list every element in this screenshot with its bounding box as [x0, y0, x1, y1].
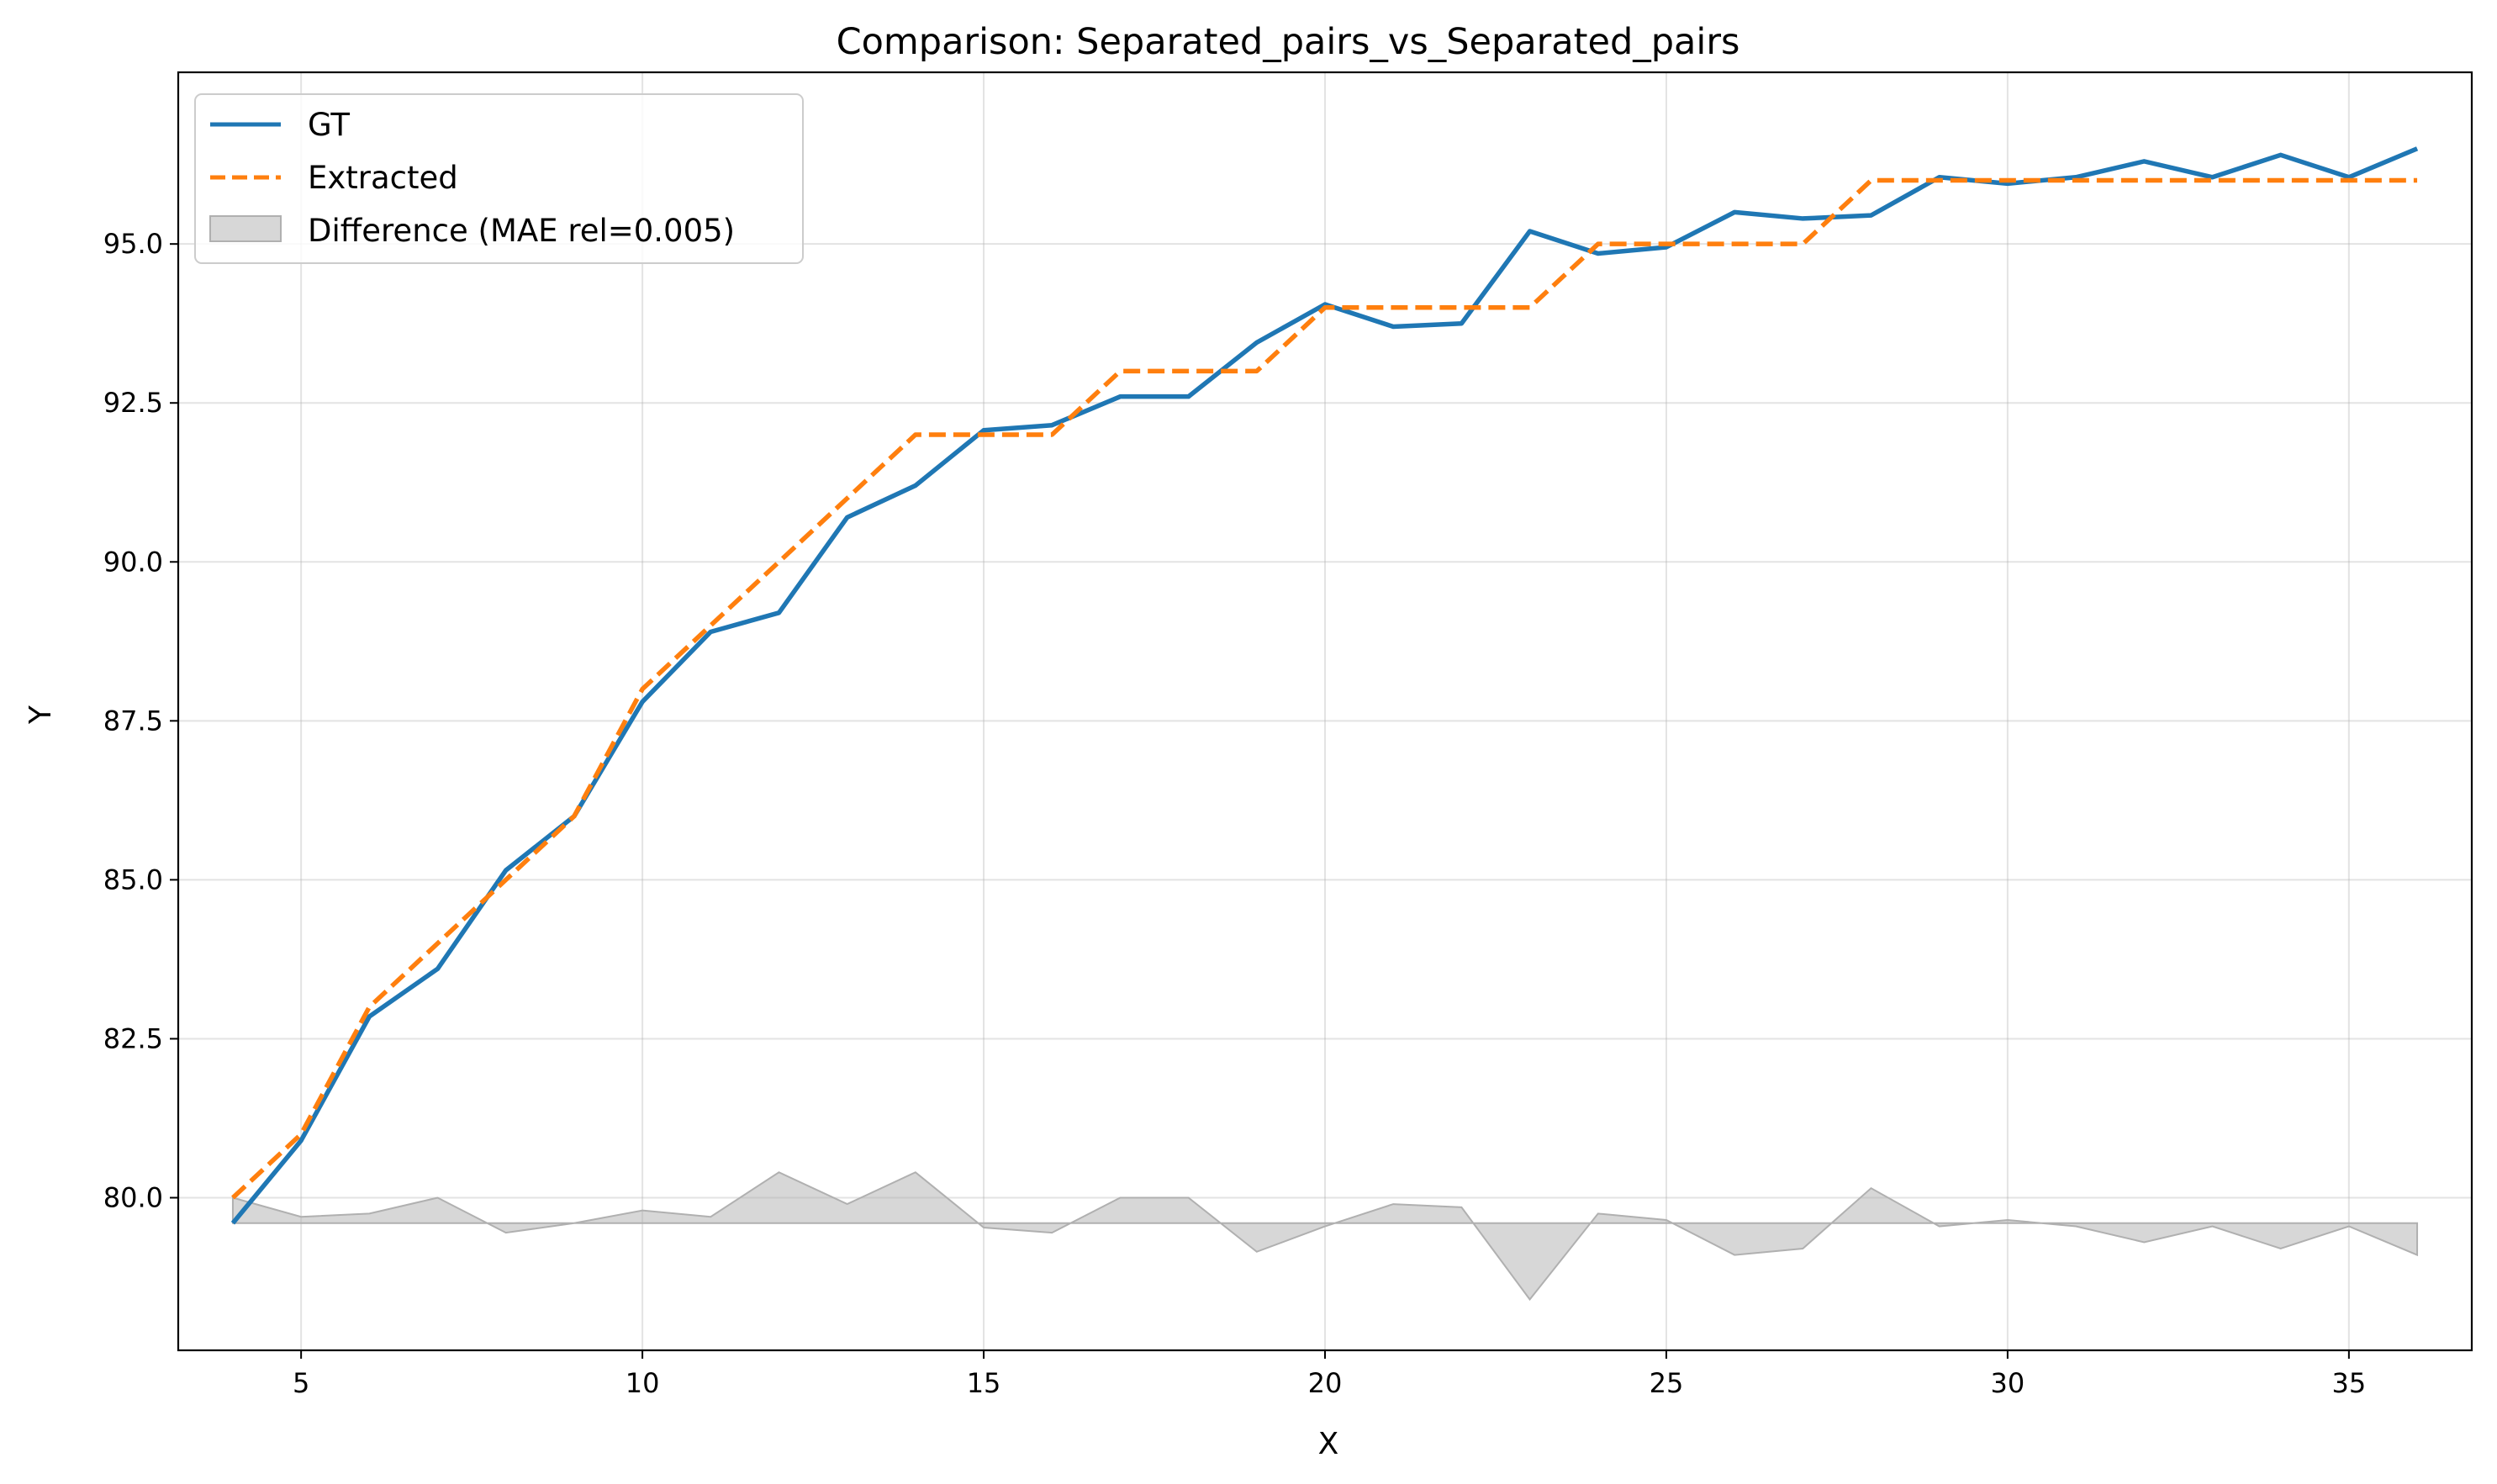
y-tick-label: 92.5 — [103, 387, 163, 419]
legend: GT Extracted Difference (MAE rel=0.005) — [194, 93, 804, 264]
y-tick-label: 87.5 — [103, 705, 163, 737]
legend-swatch-difference — [209, 215, 282, 242]
y-tick-label: 82.5 — [103, 1022, 163, 1054]
x-tick-label: 30 — [1991, 1367, 2025, 1399]
y-tick-label: 85.0 — [103, 863, 163, 895]
difference-band — [231, 1171, 2419, 1302]
chart-title: Comparison: Separated_pairs_vs_Separated… — [837, 21, 1740, 63]
y-tick-label: 90.0 — [103, 546, 163, 578]
legend-label-gt: GT — [308, 107, 350, 143]
y-axis-ticks: 80.0 82.5 85.0 87.5 90.0 92.5 95.0 — [103, 228, 178, 1214]
x-tick-label: 35 — [2331, 1367, 2366, 1399]
x-tick-label: 15 — [967, 1367, 1001, 1399]
x-axis-ticks: 5 10 15 20 25 30 35 — [293, 1350, 2366, 1399]
x-axis-label: X — [1318, 1427, 1339, 1461]
legend-label-extracted: Extracted — [308, 160, 458, 196]
x-tick-label: 5 — [293, 1367, 309, 1399]
series-lines — [230, 146, 2419, 1225]
x-tick-label: 10 — [626, 1367, 660, 1399]
x-tick-label: 20 — [1308, 1367, 1343, 1399]
grid — [178, 72, 2472, 1350]
y-tick-label: 80.0 — [103, 1182, 163, 1214]
legend-label-difference: Difference (MAE rel=0.005) — [308, 213, 735, 249]
y-axis-label: Y — [24, 705, 58, 725]
series-line-extracted — [231, 177, 2418, 1200]
x-tick-label: 25 — [1650, 1367, 1684, 1399]
difference-area — [231, 1171, 2419, 1302]
legend-frame — [194, 93, 804, 264]
y-tick-label: 95.0 — [103, 228, 163, 260]
